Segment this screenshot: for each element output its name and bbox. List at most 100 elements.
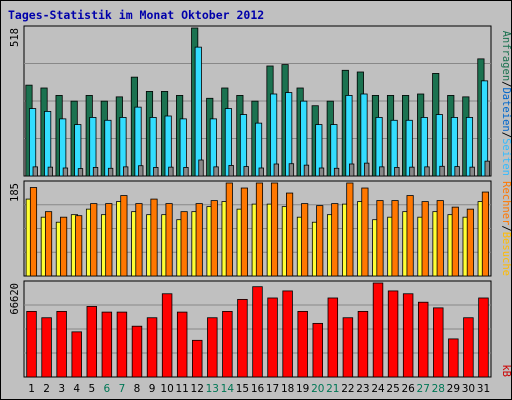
bar-seiten-14 xyxy=(228,165,234,177)
bar-kb-23 xyxy=(357,310,369,378)
bar-kb-4 xyxy=(71,331,82,378)
bar-dateien-17 xyxy=(270,93,278,177)
bar-seiten-1 xyxy=(32,166,38,177)
x-tick-label: 23 xyxy=(356,383,369,395)
bar-dateien-5 xyxy=(89,117,97,177)
bar-seiten-19 xyxy=(303,164,310,177)
bar-seiten-29 xyxy=(454,166,460,177)
bar-rechner-29 xyxy=(451,206,459,277)
bar-dateien-21 xyxy=(330,124,338,177)
bar-kb-30 xyxy=(463,317,474,378)
bar-seiten-28 xyxy=(439,165,445,177)
x-tick-label: 25 xyxy=(386,383,399,395)
bar-seiten-8 xyxy=(138,165,144,177)
bar-rechner-21 xyxy=(331,203,339,277)
bar-dateien-12 xyxy=(194,46,202,177)
x-tick-label: 6 xyxy=(104,383,111,395)
bar-dateien-11 xyxy=(179,118,187,177)
bar-kb-15 xyxy=(237,298,248,378)
bar-rechner-20 xyxy=(316,205,324,277)
bar-rechner-25 xyxy=(391,200,399,277)
bar-dateien-1 xyxy=(29,108,37,177)
bar-seiten-25 xyxy=(394,167,400,177)
bar-seiten-16 xyxy=(258,167,264,177)
x-tick-label: 20 xyxy=(311,383,324,395)
bar-kb-7 xyxy=(116,311,128,378)
bar-seiten-26 xyxy=(409,166,415,177)
bar-dateien-3 xyxy=(59,118,67,177)
bar-dateien-18 xyxy=(285,92,293,177)
legend-item: / xyxy=(500,132,512,138)
x-tick-label: 1 xyxy=(28,383,35,395)
x-tick-label: 19 xyxy=(296,383,309,395)
bar-dateien-20 xyxy=(315,124,323,177)
bar-kb-14 xyxy=(222,310,233,378)
x-tick-label: 27 xyxy=(417,383,430,395)
bar-rechner-15 xyxy=(240,187,248,277)
x-tick-label: 18 xyxy=(281,383,294,395)
bar-seiten-27 xyxy=(424,166,430,177)
x-tick-label: 24 xyxy=(371,383,385,395)
legend-item: kB xyxy=(500,364,512,377)
bar-dateien-14 xyxy=(224,108,232,177)
bar-rechner-22 xyxy=(346,182,354,277)
bar-dateien-23 xyxy=(360,93,368,177)
bar-rechner-18 xyxy=(286,192,294,277)
bar-seiten-11 xyxy=(183,167,189,177)
bar-rechner-17 xyxy=(270,182,279,277)
bar-seiten-31 xyxy=(484,160,490,177)
x-tick-label: 2 xyxy=(43,383,50,395)
legend-item: Anfragen xyxy=(500,31,512,82)
bar-dateien-24 xyxy=(375,117,383,177)
x-tick-label: 16 xyxy=(251,383,265,395)
bar-dateien-8 xyxy=(134,106,142,177)
x-tick-label: 11 xyxy=(175,383,188,395)
bar-rechner-13 xyxy=(210,200,218,277)
x-tick-label: 31 xyxy=(477,383,490,395)
bar-kb-24 xyxy=(372,282,384,378)
x-tick-label: 8 xyxy=(134,383,141,395)
bar-rechner-3 xyxy=(60,216,68,277)
legend-item: Besuche xyxy=(500,232,512,276)
bar-kb-8 xyxy=(131,325,143,378)
bar-seiten-9 xyxy=(153,167,159,177)
bar-seiten-21 xyxy=(333,167,340,177)
bar-rechner-31 xyxy=(481,191,489,277)
chart-title: Tages-Statistik im Monat Oktober 2012 xyxy=(8,8,264,22)
bar-seiten-5 xyxy=(92,167,99,177)
legend-kb: kB xyxy=(500,364,512,377)
x-tick-label: 29 xyxy=(447,383,460,395)
bar-dateien-2 xyxy=(44,111,52,177)
bar-seiten-17 xyxy=(273,163,279,177)
x-tick-label: 5 xyxy=(88,383,95,395)
bar-seiten-24 xyxy=(379,166,385,177)
bar-dateien-16 xyxy=(254,122,263,177)
kb-panel: 66620 kB xyxy=(9,280,512,378)
x-tick-label: 7 xyxy=(119,383,126,395)
bar-kb-9 xyxy=(146,317,158,378)
bar-kb-10 xyxy=(161,293,173,378)
bar-kb-22 xyxy=(342,317,354,378)
bar-rechner-9 xyxy=(150,198,158,277)
bar-kb-13 xyxy=(207,317,218,378)
bar-rechner-27 xyxy=(421,201,429,277)
y-max-label: 518 xyxy=(9,28,21,47)
bar-kb-25 xyxy=(387,290,399,378)
bar-kb-20 xyxy=(312,322,323,378)
x-tick-label: 14 xyxy=(221,383,235,395)
bar-dateien-10 xyxy=(164,115,172,177)
bar-seiten-18 xyxy=(288,163,295,177)
bar-seiten-12 xyxy=(198,159,204,177)
bar-rechner-8 xyxy=(135,203,143,277)
x-tick-label: 3 xyxy=(58,383,65,395)
bar-dateien-30 xyxy=(465,117,474,177)
bar-rechner-28 xyxy=(436,200,444,277)
bar-seiten-10 xyxy=(168,166,174,177)
bar-kb-27 xyxy=(417,301,429,378)
bar-kb-29 xyxy=(448,338,459,378)
bar-rechner-11 xyxy=(180,211,188,277)
bar-kb-11 xyxy=(176,311,188,378)
visits-panel: 185 Rechner/Besuche xyxy=(9,180,512,277)
bar-kb-17 xyxy=(267,297,278,378)
